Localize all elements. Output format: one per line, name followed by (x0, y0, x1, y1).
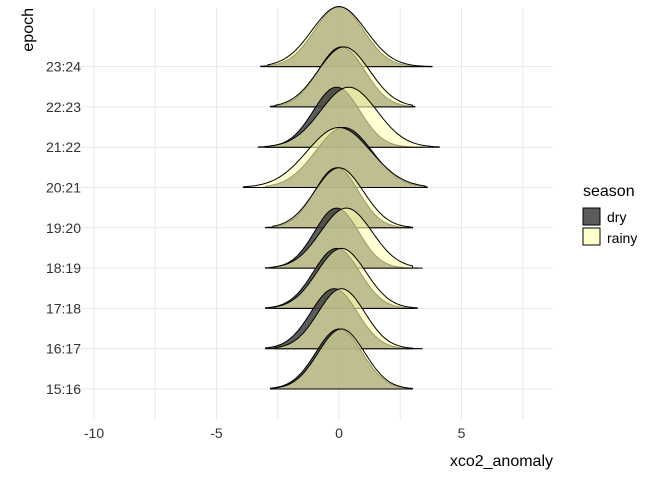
ridge-rainy-16-17 (274, 288, 413, 350)
y-tick-label: 19:20 (46, 220, 81, 236)
ridge-rainy-20-21 (242, 127, 426, 188)
y-tick-label: 15:16 (46, 381, 81, 397)
legend: season dry rainy (582, 183, 637, 246)
y-axis-title: epoch (20, 8, 37, 52)
ridge-rainy-18-19 (272, 207, 413, 269)
x-axis-title: xco2_anomaly (450, 453, 553, 470)
y-tick-label: 22:23 (46, 99, 81, 115)
x-tick-label: -10 (84, 425, 104, 441)
y-tick-label: 16:17 (46, 341, 81, 357)
x-tick-label: 5 (458, 425, 466, 441)
legend-label-rainy: rainy (607, 230, 637, 246)
x-tick-label: -5 (210, 425, 223, 441)
y-tick-label: 17:18 (46, 300, 81, 316)
legend-title: season (583, 183, 635, 200)
ridge-rainy-15-16 (274, 328, 413, 390)
legend-swatch-dry (582, 207, 601, 226)
y-tick-label: 21:22 (46, 139, 81, 155)
ridge-rainy-23-24 (267, 6, 433, 68)
ridge-rainy-22-23 (274, 46, 413, 108)
ridge-rainy-19-20 (272, 167, 413, 229)
legend-swatch-rainy (582, 227, 601, 246)
ridge-rainy-17-18 (274, 247, 418, 309)
ridge-layer (242, 6, 440, 390)
y-tick-label: 20:21 (46, 180, 81, 196)
y-tick-label: 18:19 (46, 260, 81, 276)
y-tick-label: 23:24 (46, 59, 81, 75)
legend-label-dry: dry (607, 209, 626, 225)
x-tick-labels: -10 -5 0 5 (84, 425, 466, 441)
x-tick-label: 0 (335, 425, 343, 441)
y-tick-labels: 15:16 16:17 17:18 18:19 19:20 20:21 21:22 22:23… (46, 59, 81, 397)
ridge-rainy-21-22 (265, 86, 440, 148)
